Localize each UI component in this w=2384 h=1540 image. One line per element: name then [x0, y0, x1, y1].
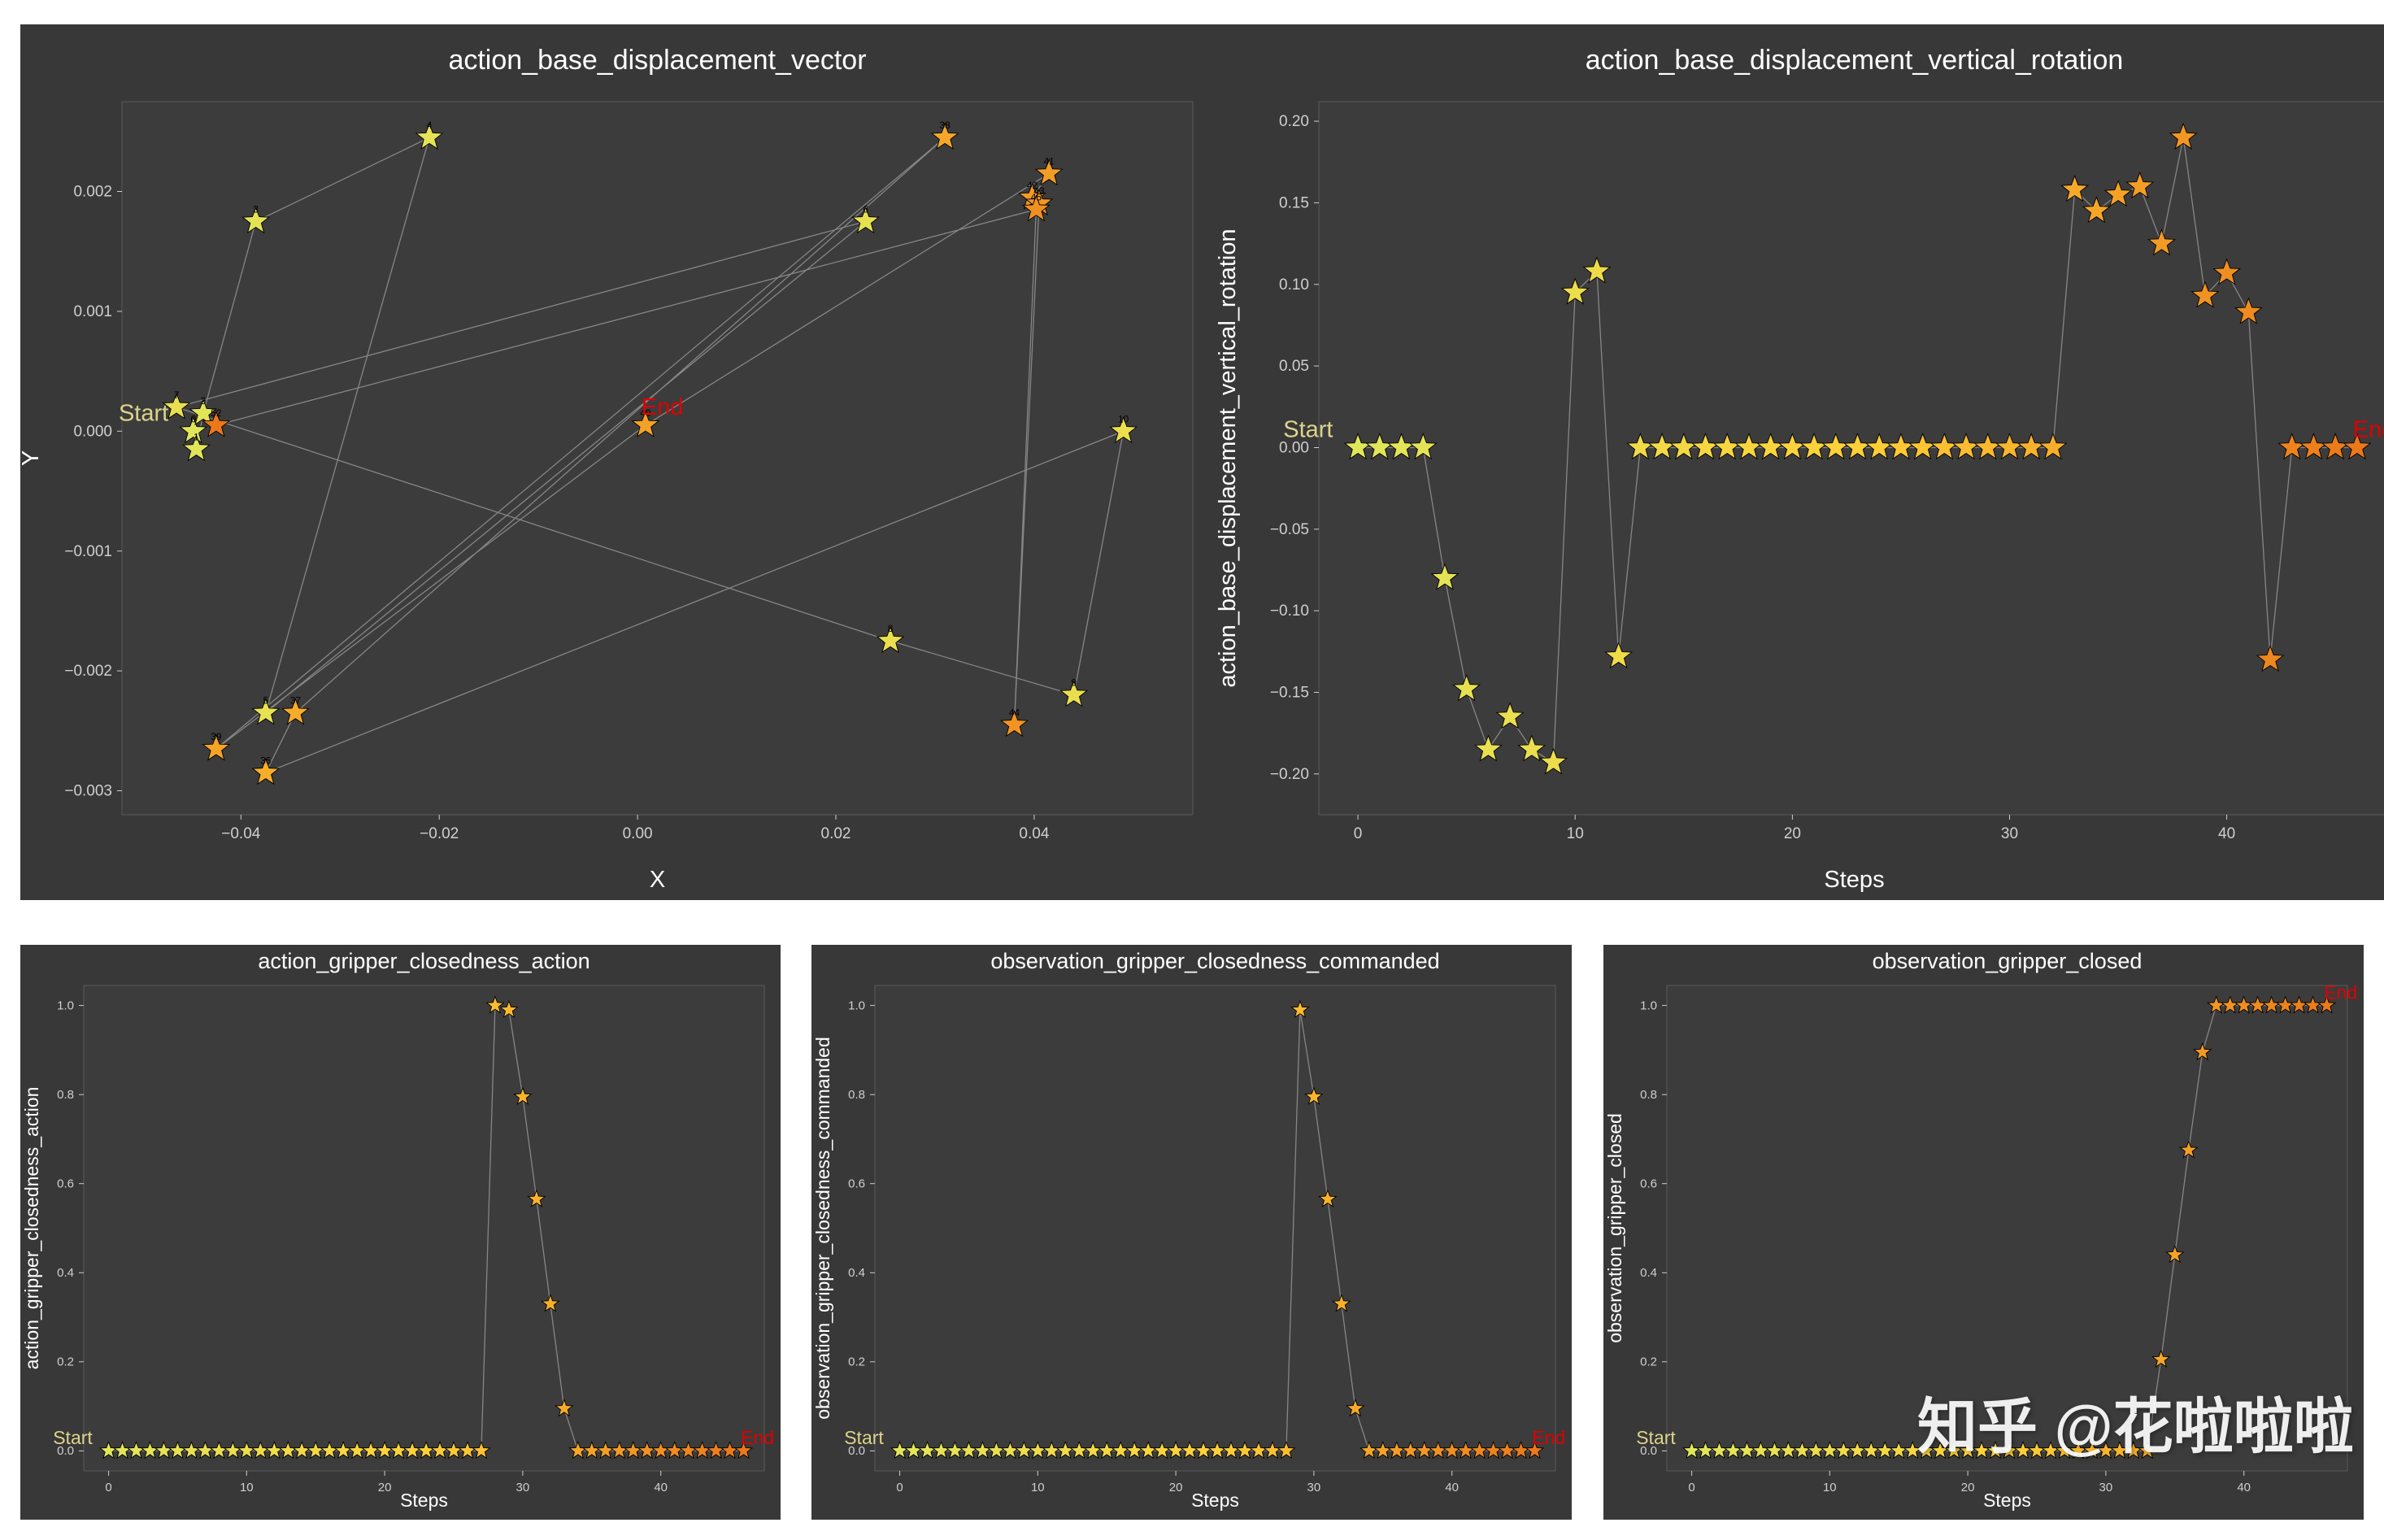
svg-text:20: 20	[1169, 1481, 1183, 1494]
svg-text:0.000: 0.000	[73, 423, 112, 440]
svg-text:0.6: 0.6	[57, 1177, 74, 1191]
svg-text:0: 0	[1354, 825, 1363, 842]
svg-text:−0.05: −0.05	[1270, 521, 1309, 538]
svg-text:40: 40	[1445, 1481, 1459, 1494]
svg-text:X: X	[650, 867, 665, 893]
svg-text:10: 10	[1118, 413, 1129, 424]
svg-text:0.2: 0.2	[1640, 1355, 1657, 1369]
svg-text:1: 1	[194, 431, 199, 442]
svg-text:observation_gripper_closed: observation_gripper_closed	[1604, 1113, 1625, 1343]
svg-text:action_base_displacement_verti: action_base_displacement_vertical_rotati…	[1586, 45, 2124, 76]
svg-text:30: 30	[2001, 825, 2018, 842]
svg-text:36: 36	[260, 755, 272, 766]
svg-text:0.6: 0.6	[848, 1177, 865, 1191]
svg-text:0: 0	[896, 1481, 903, 1494]
svg-text:0.4: 0.4	[848, 1266, 865, 1280]
svg-text:−0.02: −0.02	[420, 825, 459, 842]
svg-text:End: End	[2353, 417, 2384, 443]
svg-text:0.4: 0.4	[57, 1266, 74, 1280]
svg-text:30: 30	[516, 1481, 530, 1494]
svg-text:Steps: Steps	[1983, 1490, 2031, 1511]
svg-text:Y: Y	[20, 450, 44, 466]
svg-text:3: 3	[253, 203, 259, 215]
svg-text:observation_gripper_closedness: observation_gripper_closedness_commanded	[812, 1037, 833, 1420]
svg-text:End: End	[2324, 981, 2357, 1003]
svg-text:End: End	[741, 1427, 774, 1448]
svg-text:38: 38	[940, 120, 951, 131]
svg-text:0.2: 0.2	[57, 1355, 74, 1369]
svg-text:1.0: 1.0	[1640, 998, 1657, 1012]
svg-text:0.2: 0.2	[848, 1355, 865, 1369]
svg-text:10: 10	[1031, 1481, 1045, 1494]
svg-text:Steps: Steps	[1191, 1490, 1239, 1511]
svg-text:observation_gripper_closed: observation_gripper_closed	[1873, 949, 2143, 973]
svg-text:52: 52	[211, 407, 222, 419]
svg-text:1.0: 1.0	[57, 998, 74, 1012]
svg-text:0.10: 0.10	[1279, 276, 1309, 294]
svg-text:45: 45	[1031, 192, 1042, 203]
svg-text:39: 39	[211, 731, 222, 742]
svg-text:action_gripper_closedness_acti: action_gripper_closedness_action	[21, 1087, 42, 1370]
svg-text:0.002: 0.002	[73, 184, 112, 201]
svg-text:−0.20: −0.20	[1270, 766, 1309, 783]
svg-text:Steps: Steps	[400, 1490, 448, 1511]
svg-text:−0.003: −0.003	[64, 783, 112, 800]
svg-text:Start: Start	[1283, 417, 1333, 443]
svg-text:Start: Start	[119, 401, 168, 427]
svg-text:20: 20	[378, 1481, 392, 1494]
svg-text:−0.001: −0.001	[64, 543, 112, 560]
svg-text:40: 40	[2237, 1481, 2251, 1494]
svg-text:20: 20	[1961, 1481, 1975, 1494]
svg-text:Start: Start	[844, 1427, 884, 1448]
svg-text:0: 0	[105, 1481, 111, 1494]
svg-text:2: 2	[201, 395, 207, 407]
svg-text:0.8: 0.8	[57, 1088, 74, 1102]
svg-text:7: 7	[174, 389, 180, 401]
svg-text:30: 30	[1307, 1481, 1321, 1494]
svg-text:5: 5	[263, 695, 269, 707]
svg-text:0.001: 0.001	[73, 303, 112, 320]
svg-text:0.6: 0.6	[1640, 1177, 1657, 1191]
svg-text:10: 10	[240, 1481, 254, 1494]
svg-text:10: 10	[1823, 1481, 1837, 1494]
svg-text:0.20: 0.20	[1279, 113, 1309, 130]
svg-text:30: 30	[2099, 1481, 2113, 1494]
svg-text:−0.04: −0.04	[221, 825, 261, 842]
svg-text:44: 44	[1009, 707, 1020, 718]
svg-text:action_base_displacement_vecto: action_base_displacement_vector	[448, 45, 866, 76]
svg-text:Start: Start	[1636, 1427, 1676, 1448]
svg-text:−0.15: −0.15	[1270, 685, 1309, 702]
svg-text:10: 10	[1567, 825, 1584, 842]
svg-text:20: 20	[1784, 825, 1801, 842]
svg-text:6: 6	[863, 203, 868, 215]
svg-text:8: 8	[888, 623, 894, 634]
svg-text:End: End	[1532, 1427, 1565, 1448]
svg-text:40: 40	[654, 1481, 668, 1494]
svg-text:0.4: 0.4	[1640, 1266, 1657, 1280]
svg-text:Steps: Steps	[1824, 867, 1884, 893]
svg-text:1.0: 1.0	[848, 998, 865, 1012]
svg-text:Start: Start	[53, 1427, 93, 1448]
svg-text:4: 4	[427, 120, 433, 131]
svg-text:0.8: 0.8	[848, 1088, 865, 1102]
svg-text:0.05: 0.05	[1279, 358, 1309, 375]
svg-text:0.02: 0.02	[821, 825, 851, 842]
svg-text:action_gripper_closedness_acti: action_gripper_closedness_action	[258, 949, 589, 973]
svg-text:−0.10: −0.10	[1270, 603, 1309, 620]
svg-text:0.15: 0.15	[1279, 195, 1309, 212]
svg-text:0: 0	[1688, 1481, 1694, 1494]
svg-text:End: End	[642, 394, 684, 420]
svg-text:0.04: 0.04	[1019, 825, 1049, 842]
svg-text:−0.002: −0.002	[64, 663, 112, 680]
svg-text:41: 41	[1044, 155, 1055, 167]
svg-text:observation_gripper_closedness: observation_gripper_closedness_commanded	[990, 949, 1439, 973]
svg-text:9: 9	[1071, 677, 1077, 689]
svg-text:0.00: 0.00	[623, 825, 653, 842]
svg-text:37: 37	[290, 695, 302, 707]
svg-text:40: 40	[2218, 825, 2235, 842]
svg-text:0.8: 0.8	[1640, 1088, 1657, 1102]
svg-text:action_base_displacement_verti: action_base_displacement_vertical_rotati…	[1217, 228, 1241, 687]
